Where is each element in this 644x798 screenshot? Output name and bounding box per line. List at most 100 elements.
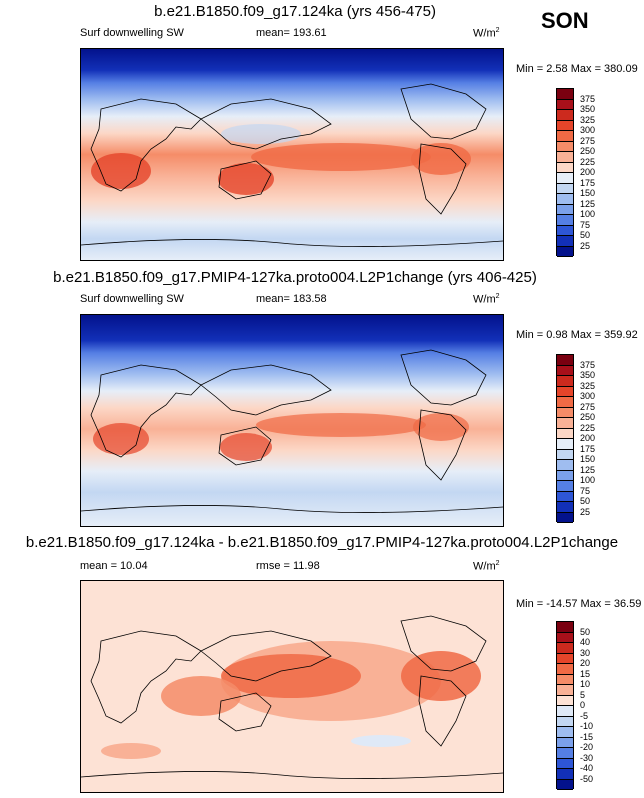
- panel-1-colorbar-label: 250: [580, 146, 596, 156]
- panel-3-colorbar-swatch: [557, 695, 573, 706]
- panel-2-colorbar-swatch: [557, 386, 573, 397]
- panel-1-colorbar-swatch: [557, 99, 573, 110]
- panel-2-variable: Surf downwelling SW: [80, 293, 184, 305]
- panel-1-colorbar-label: 25: [580, 240, 591, 251]
- panel-1-colorbar-swatch: [557, 246, 573, 257]
- panel-1-colorbar-swatch: [557, 120, 573, 131]
- panel-3-colorbar-swatch: [557, 758, 573, 769]
- panel-3-colorbar-label: -30: [580, 752, 594, 763]
- panel-2-colorbar-swatch: [557, 397, 573, 408]
- panel-1-colorbar-swatch: [557, 236, 573, 247]
- panel-1-colorbar-label: 325: [580, 114, 596, 125]
- panel-1-title: b.e21.B1850.f09_g17.124ka (yrs 456-475): [154, 3, 436, 20]
- panel-3-colorbar-swatch: [557, 664, 573, 675]
- panel-1-colorbar-label: 100: [580, 209, 596, 219]
- panel-2-map: [80, 314, 504, 527]
- panel-1-colorbar-label: 350: [580, 104, 596, 114]
- panel-2-colorbar-swatch: [557, 376, 573, 387]
- panel-3-colorbar-swatch: [557, 674, 573, 685]
- panel-3-rmse: rmse = 11.98: [256, 560, 320, 572]
- panel-3-colorbar-label: 50: [580, 626, 591, 637]
- panel-3-map: [80, 580, 504, 793]
- panel-2-colorbar-label: 250: [580, 412, 596, 422]
- panel-3-colorbar-label: -40: [580, 763, 594, 773]
- panel-3-colorbar-swatch: [557, 653, 573, 664]
- panel-3-colorbar-label: 10: [580, 679, 591, 689]
- panel-1-colorbar-swatch: [557, 89, 573, 100]
- panel-1-map: [80, 48, 504, 261]
- panel-2-colorbar-label: 350: [580, 370, 596, 380]
- panel-1-colorbar-swatch: [557, 110, 573, 121]
- panel-2-colorbar-label: 225: [580, 422, 596, 433]
- panel-3-colorbar-swatch: [557, 737, 573, 748]
- panel-2-colorbar-ramp: [556, 354, 574, 523]
- panel-2-colorbar-label: 100: [580, 475, 596, 485]
- panel-3-colorbar-label: -10: [580, 721, 594, 731]
- panel-1-minmax: Min = 2.58 Max = 380.09: [516, 63, 638, 75]
- panel-2-colorbar-label: 300: [580, 391, 596, 401]
- panel-1-colorbar-label: 150: [580, 188, 596, 198]
- panel-2-colorbar-swatch: [557, 439, 573, 450]
- panel-3-mean: mean = 10.04: [80, 560, 148, 572]
- panel-3-colorbar-swatch: [557, 779, 573, 790]
- panel-3-colorbar-swatch: [557, 706, 573, 717]
- panel-1-mean: mean= 193.61: [256, 27, 327, 39]
- panel-2-colorbar-swatch: [557, 512, 573, 523]
- panel-2-colorbar-swatch: [557, 365, 573, 376]
- panel-3-colorbar-swatch: [557, 769, 573, 780]
- panel-2-colorbar-label: 175: [580, 443, 596, 454]
- panel-3-colorbar-label: -50: [580, 773, 594, 784]
- panel-2-colorbar-swatch: [557, 355, 573, 366]
- panel-3-colorbar-label: 5: [580, 689, 586, 700]
- panel-2-colorbar-label: 325: [580, 380, 596, 391]
- panel-1-units: W/m2: [473, 27, 500, 40]
- panel-1-colorbar-label: 200: [580, 167, 596, 177]
- panel-2-colorbar-swatch: [557, 449, 573, 460]
- panel-2-colorbar-swatch: [557, 407, 573, 418]
- panel-1-colorbar-label: 375: [580, 93, 596, 104]
- panel-3-colorbar-swatch: [557, 622, 573, 633]
- panel-1-colorbar-swatch: [557, 194, 573, 205]
- panel-1-colorbar-swatch: [557, 141, 573, 152]
- panel-3-colorbar-swatch: [557, 632, 573, 643]
- panel-2-colorbar-label: 50: [580, 496, 591, 506]
- panel-3-title: b.e21.B1850.f09_g17.124ka - b.e21.B1850.…: [25, 534, 619, 551]
- panel-2-colorbar-label: 275: [580, 401, 596, 412]
- panel-2-colorbar-label: 25: [580, 506, 591, 517]
- panel-3-colorbar-label: -5: [580, 710, 589, 721]
- panel-1-colorbar-swatch: [557, 183, 573, 194]
- panel-3-colorbar: 50 40 30 20 15 10 5 0 -5 -10 -15 -20 -30 -40 -50: [556, 621, 616, 790]
- panel-2-colorbar-label: 125: [580, 464, 596, 475]
- panel-1-colorbar-swatch: [557, 225, 573, 236]
- panel-3-colorbar-label: 30: [580, 647, 591, 658]
- panel-2-mean: mean= 183.58: [256, 293, 327, 305]
- panel-3-colorbar-swatch: [557, 716, 573, 727]
- panel-2-colorbar-swatch: [557, 418, 573, 429]
- panel-2-colorbar-label: 200: [580, 433, 596, 443]
- panel-3-units: W/m2: [473, 560, 500, 573]
- panel-2-colorbar-label: 150: [580, 454, 596, 464]
- panel-1-colorbar-label: 75: [580, 219, 591, 230]
- panel-1-colorbar-swatch: [557, 173, 573, 184]
- panel-2-colorbar-swatch: [557, 502, 573, 513]
- panel-3-colorbar-label: 20: [580, 658, 591, 668]
- panel-2-colorbar-label: 375: [580, 359, 596, 370]
- panel-1-colorbar-swatch: [557, 131, 573, 142]
- panel-1-colorbar-swatch: [557, 162, 573, 173]
- panel-2-colorbar: 375 350 325 300 275 250 225 200 175 150 125 100 75 50…: [556, 354, 616, 523]
- panel-3-colorbar-label: -15: [580, 731, 594, 742]
- panel-2-colorbar-swatch: [557, 481, 573, 492]
- panel-2-title: b.e21.B1850.f09_g17.PMIP4-127ka.proto004…: [53, 269, 537, 286]
- panel-3-colorbar-swatch: [557, 748, 573, 759]
- panel-1-colorbar-ramp: [556, 88, 574, 257]
- panel-2-units: W/m2: [473, 293, 500, 306]
- panel-1-colorbar-swatch: [557, 215, 573, 226]
- panel-1-colorbar-label: 275: [580, 135, 596, 146]
- panel-3-colorbar-label: 0: [580, 700, 586, 710]
- panel-3-colorbar-ramp: [556, 621, 574, 790]
- panel-3-colorbar-label: 15: [580, 668, 591, 679]
- panel-3-colorbar-label: -20: [580, 742, 594, 752]
- panel-1-colorbar-label: 225: [580, 156, 596, 167]
- panel-1-colorbar-swatch: [557, 152, 573, 163]
- panel-1-colorbar-label: 50: [580, 230, 591, 240]
